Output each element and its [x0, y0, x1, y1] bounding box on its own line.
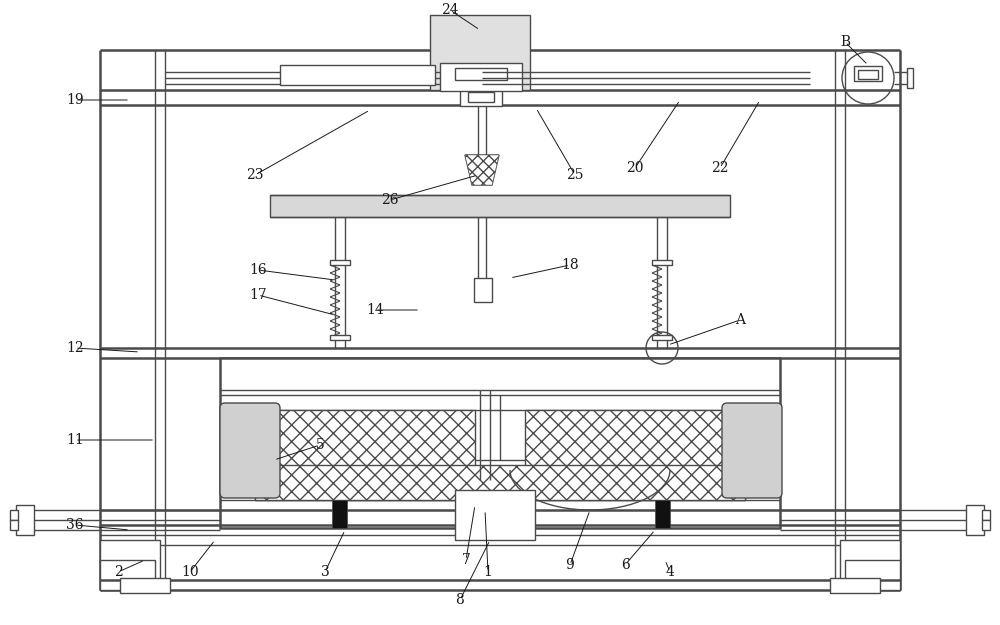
Text: 26: 26 — [381, 193, 399, 207]
Text: 4: 4 — [666, 565, 674, 579]
Text: 10: 10 — [181, 565, 199, 579]
Bar — [10, 520, 18, 530]
Text: 19: 19 — [66, 93, 84, 107]
Text: 11: 11 — [66, 433, 84, 447]
Bar — [430, 15, 530, 90]
Bar — [220, 358, 780, 528]
Bar — [982, 520, 990, 530]
FancyBboxPatch shape — [722, 403, 782, 498]
Bar — [854, 66, 882, 81]
Bar — [440, 63, 522, 91]
Text: 1: 1 — [484, 565, 492, 579]
Polygon shape — [465, 155, 499, 185]
FancyBboxPatch shape — [220, 403, 280, 498]
Bar — [907, 68, 913, 88]
Text: 3: 3 — [321, 565, 329, 579]
Bar — [330, 335, 350, 340]
Bar — [525, 410, 745, 500]
Bar — [468, 92, 494, 102]
Bar — [652, 260, 672, 265]
Text: 12: 12 — [66, 341, 84, 355]
Bar — [100, 560, 155, 590]
Bar — [10, 510, 18, 520]
Bar — [966, 505, 984, 535]
Bar — [982, 510, 990, 520]
Text: 25: 25 — [566, 168, 584, 182]
Bar — [100, 540, 160, 590]
Bar — [655, 500, 670, 528]
Bar — [270, 195, 730, 217]
Text: 8: 8 — [456, 593, 464, 607]
Text: 16: 16 — [249, 263, 267, 277]
Text: 23: 23 — [246, 168, 264, 182]
Text: B: B — [840, 35, 850, 49]
Bar — [120, 578, 170, 593]
Text: A: A — [735, 313, 745, 327]
Bar — [255, 410, 475, 500]
Bar — [474, 278, 492, 302]
Bar — [858, 70, 878, 79]
Text: 20: 20 — [626, 161, 644, 175]
Bar — [845, 560, 900, 590]
Text: 18: 18 — [561, 258, 579, 272]
Polygon shape — [465, 155, 499, 185]
Text: 9: 9 — [566, 558, 574, 572]
Bar — [455, 68, 507, 80]
Bar — [330, 260, 350, 265]
Bar — [280, 65, 435, 85]
Text: 17: 17 — [249, 288, 267, 302]
Bar — [460, 88, 502, 106]
Bar — [455, 490, 535, 540]
Text: 22: 22 — [711, 161, 729, 175]
Text: 6: 6 — [621, 558, 629, 572]
Bar — [16, 505, 34, 535]
Bar — [840, 540, 900, 590]
Text: 24: 24 — [441, 3, 459, 17]
Text: 36: 36 — [66, 518, 84, 532]
Text: 2: 2 — [114, 565, 122, 579]
Bar — [255, 465, 745, 500]
Bar — [332, 500, 347, 528]
Text: 7: 7 — [462, 553, 470, 567]
Text: 5: 5 — [316, 438, 324, 452]
Bar — [830, 578, 880, 593]
Bar — [652, 335, 672, 340]
Text: 14: 14 — [366, 303, 384, 317]
